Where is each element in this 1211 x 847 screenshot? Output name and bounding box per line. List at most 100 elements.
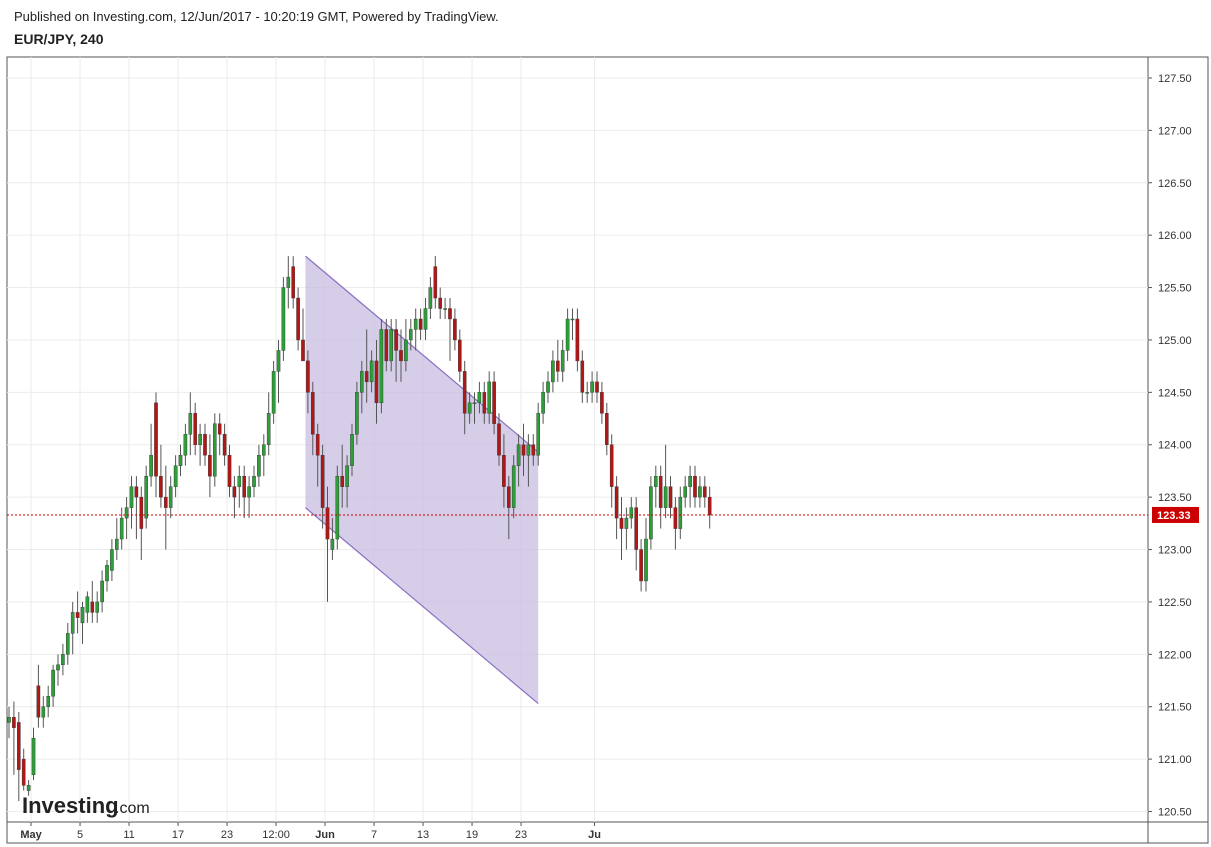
candle xyxy=(345,455,349,508)
y-tick-label: 123.50 xyxy=(1158,492,1192,504)
candle-body xyxy=(193,413,198,445)
x-tick-label: 12:00 xyxy=(262,829,290,841)
candle-body xyxy=(511,465,516,508)
candle-body xyxy=(311,392,315,435)
candle-body xyxy=(707,496,712,516)
candle xyxy=(124,497,129,540)
candle xyxy=(423,298,428,340)
candle-body xyxy=(355,392,359,435)
candle-body xyxy=(36,685,41,718)
candle xyxy=(320,444,325,529)
candle-body xyxy=(384,329,389,362)
candle xyxy=(26,780,31,796)
candle xyxy=(198,423,202,466)
y-tick-label: 127.00 xyxy=(1158,125,1192,137)
candle xyxy=(56,654,60,686)
candle-body xyxy=(301,339,305,362)
x-tick-label: 5 xyxy=(77,829,83,841)
candle-body xyxy=(663,486,668,508)
candle-body xyxy=(296,297,300,341)
candle-body xyxy=(673,507,678,529)
candle-body xyxy=(208,455,212,477)
candle-body xyxy=(668,486,673,508)
candle-body xyxy=(12,717,16,728)
logo-text-sub: .com xyxy=(115,800,150,817)
candle-body xyxy=(629,507,634,519)
candle xyxy=(438,287,443,319)
candle-body xyxy=(654,475,658,487)
candle xyxy=(188,392,193,456)
candle xyxy=(703,476,707,508)
channel-lower-line xyxy=(305,507,539,705)
candle xyxy=(247,476,251,519)
candle xyxy=(448,298,452,361)
candle xyxy=(556,339,560,382)
candle-body xyxy=(281,287,286,351)
candle-body xyxy=(114,538,119,550)
candle-body xyxy=(458,339,462,372)
candle xyxy=(266,392,271,456)
candle xyxy=(467,392,472,424)
candle xyxy=(428,277,433,319)
candle xyxy=(183,423,188,466)
candle xyxy=(668,476,673,519)
candle-body xyxy=(649,486,653,540)
candle xyxy=(673,497,678,550)
candle-body xyxy=(698,486,702,498)
candle xyxy=(565,308,570,361)
candle-body xyxy=(242,475,247,498)
candle-body xyxy=(51,669,55,697)
candle-body xyxy=(551,360,555,383)
candle xyxy=(7,706,11,739)
candle-body xyxy=(257,455,261,477)
candle xyxy=(227,444,232,498)
candle-body xyxy=(487,381,492,414)
x-tick-label: May xyxy=(20,829,42,841)
candle-body xyxy=(31,737,36,776)
candle-body xyxy=(389,329,394,362)
candle xyxy=(46,685,50,718)
candle xyxy=(41,696,46,728)
candle-body xyxy=(105,565,109,582)
candle-body xyxy=(580,360,585,393)
candle xyxy=(688,465,692,508)
candle-body xyxy=(306,360,310,393)
candle xyxy=(590,371,594,403)
candle-body xyxy=(565,318,570,351)
y-tick-label: 125.00 xyxy=(1158,335,1192,347)
candle xyxy=(217,413,222,456)
candle xyxy=(369,350,374,393)
candle xyxy=(21,748,26,791)
candle-body xyxy=(237,475,242,487)
candle xyxy=(286,256,291,309)
x-tick-label: 23 xyxy=(515,829,527,841)
grid xyxy=(7,57,1148,822)
candle-body xyxy=(374,360,379,404)
candle-body xyxy=(409,329,413,341)
y-tick-label: 121.00 xyxy=(1158,754,1192,766)
candle xyxy=(163,465,168,550)
candle-body xyxy=(247,486,251,498)
candle xyxy=(458,329,462,382)
candle-body xyxy=(492,381,496,424)
candle xyxy=(193,402,198,456)
candle-body xyxy=(325,507,330,540)
candle-body xyxy=(110,549,114,571)
x-tick-label: 13 xyxy=(417,829,429,841)
candle-body xyxy=(70,612,75,634)
candle xyxy=(330,518,335,561)
candle xyxy=(497,413,501,466)
candle xyxy=(364,329,369,403)
candle-body xyxy=(61,654,65,666)
candle-body xyxy=(227,455,232,487)
candle-body xyxy=(139,496,144,529)
candle-body xyxy=(418,318,423,330)
candle xyxy=(658,465,663,529)
candle-body xyxy=(605,413,609,445)
candle xyxy=(492,371,496,435)
candle xyxy=(276,339,281,403)
candle-body xyxy=(413,318,418,330)
candle xyxy=(521,423,526,477)
candle-body xyxy=(624,517,629,529)
